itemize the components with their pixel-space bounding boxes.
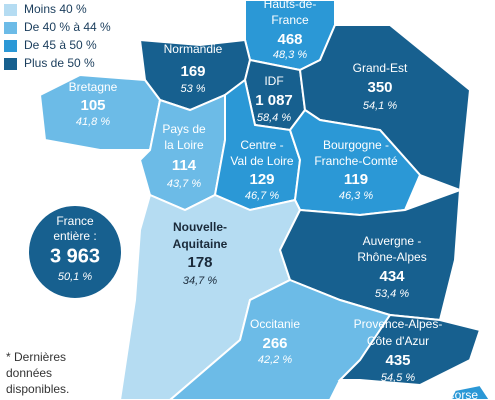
region-label: Provence-Alpes- Côte d'Azur 435 54,5 % <box>354 317 443 384</box>
region-name: Bretagne <box>69 80 118 94</box>
region-label: Corse <box>446 388 478 400</box>
legend-swatch <box>4 22 17 34</box>
region-name: Franche-Comté <box>314 154 398 168</box>
region-share: 43,7 % <box>167 178 201 190</box>
region-name: Hauts-de- <box>264 0 317 11</box>
total-name: France <box>56 214 94 228</box>
region-name: IDF <box>264 74 283 88</box>
region-count: 1 087 <box>255 92 293 109</box>
region <box>448 383 492 400</box>
region-count: 435 <box>385 352 410 369</box>
region-share: 54,1 % <box>363 100 397 112</box>
region-name: Normandie <box>164 42 223 56</box>
legend-label: De 40 % à 44 % <box>24 20 111 34</box>
region-count: 468 <box>277 31 302 48</box>
region-count: 350 <box>367 79 392 96</box>
legend-swatch <box>4 58 17 70</box>
region-share: 46,7 % <box>245 190 279 202</box>
region-count: 114 <box>172 157 197 174</box>
region-name: Provence-Alpes- <box>354 317 443 331</box>
region-label: Nouvelle- Aquitaine 178 34,7 % <box>173 220 228 287</box>
region-name: Côte d'Azur <box>367 334 429 348</box>
region-name: Bourgogne - <box>323 138 389 152</box>
region-label: Bourgogne - Franche-Comté 119 46,3 % <box>314 138 398 202</box>
region-label: Centre - Val de Loire 129 46,7 % <box>230 138 293 202</box>
region-label: Occitanie 266 42,2 % <box>250 317 300 366</box>
region-label: IDF 1 087 58,4 % <box>255 74 293 124</box>
region-label: Normandie 169 53 % <box>164 42 223 95</box>
total-badge <box>27 204 123 300</box>
region-share: 34,7 % <box>183 275 217 287</box>
legend-label: De 45 à 50 % <box>24 38 97 52</box>
footnote: données <box>6 366 52 380</box>
region <box>168 278 392 400</box>
region-name: Aquitaine <box>173 237 228 251</box>
region-name: Nouvelle- <box>173 220 227 234</box>
legend-swatch <box>4 40 17 52</box>
region-count: 434 <box>379 268 405 285</box>
region-share: 58,4 % <box>257 112 291 124</box>
region-share: 48,3 % <box>273 49 307 61</box>
region-name: Occitanie <box>250 317 300 331</box>
region-name: Corse <box>446 388 478 400</box>
footnote: * Dernières <box>6 350 66 364</box>
legend-bg <box>0 0 132 74</box>
total-count: 3 963 <box>50 245 100 267</box>
region <box>337 313 482 387</box>
region-count: 105 <box>80 97 105 114</box>
footnote: disponibles. <box>6 382 69 396</box>
region-share: 46,3 % <box>339 190 373 202</box>
region-label: Grand-Est 350 54,1 % <box>353 61 408 112</box>
region-count: 266 <box>262 335 287 352</box>
region-share: 41,8 % <box>76 116 110 128</box>
region-share: 53 % <box>180 83 205 95</box>
total-name: entière : <box>53 229 96 243</box>
legend-label: Plus de 50 % <box>24 56 95 70</box>
region-count: 129 <box>249 171 274 188</box>
region-name: Grand-Est <box>353 61 408 75</box>
region-count: 178 <box>187 254 212 271</box>
region-share: 54,5 % <box>381 372 415 384</box>
region-label: Bretagne 105 41,8 % <box>69 80 118 128</box>
region-name: France <box>271 13 309 27</box>
region-label: Auvergne - Rhône-Alpes 434 53,4 % <box>357 234 426 300</box>
region-name: Val de Loire <box>230 154 293 168</box>
region-name: Pays de <box>162 122 206 136</box>
legend-label: Moins 40 % <box>24 2 87 16</box>
region-name: Centre - <box>240 138 283 152</box>
region-name: Auvergne - <box>363 234 422 248</box>
region-share: 53,4 % <box>375 288 409 300</box>
region-name: Rhône-Alpes <box>357 250 426 264</box>
legend-swatch <box>4 4 17 16</box>
region-name: la Loire <box>164 138 204 152</box>
region-label: Pays de la Loire 114 43,7 % <box>162 122 206 190</box>
region-count: 169 <box>180 63 205 80</box>
region-count: 119 <box>344 171 368 188</box>
total-share: 50,1 % <box>58 271 92 283</box>
region-share: 42,2 % <box>258 354 292 366</box>
